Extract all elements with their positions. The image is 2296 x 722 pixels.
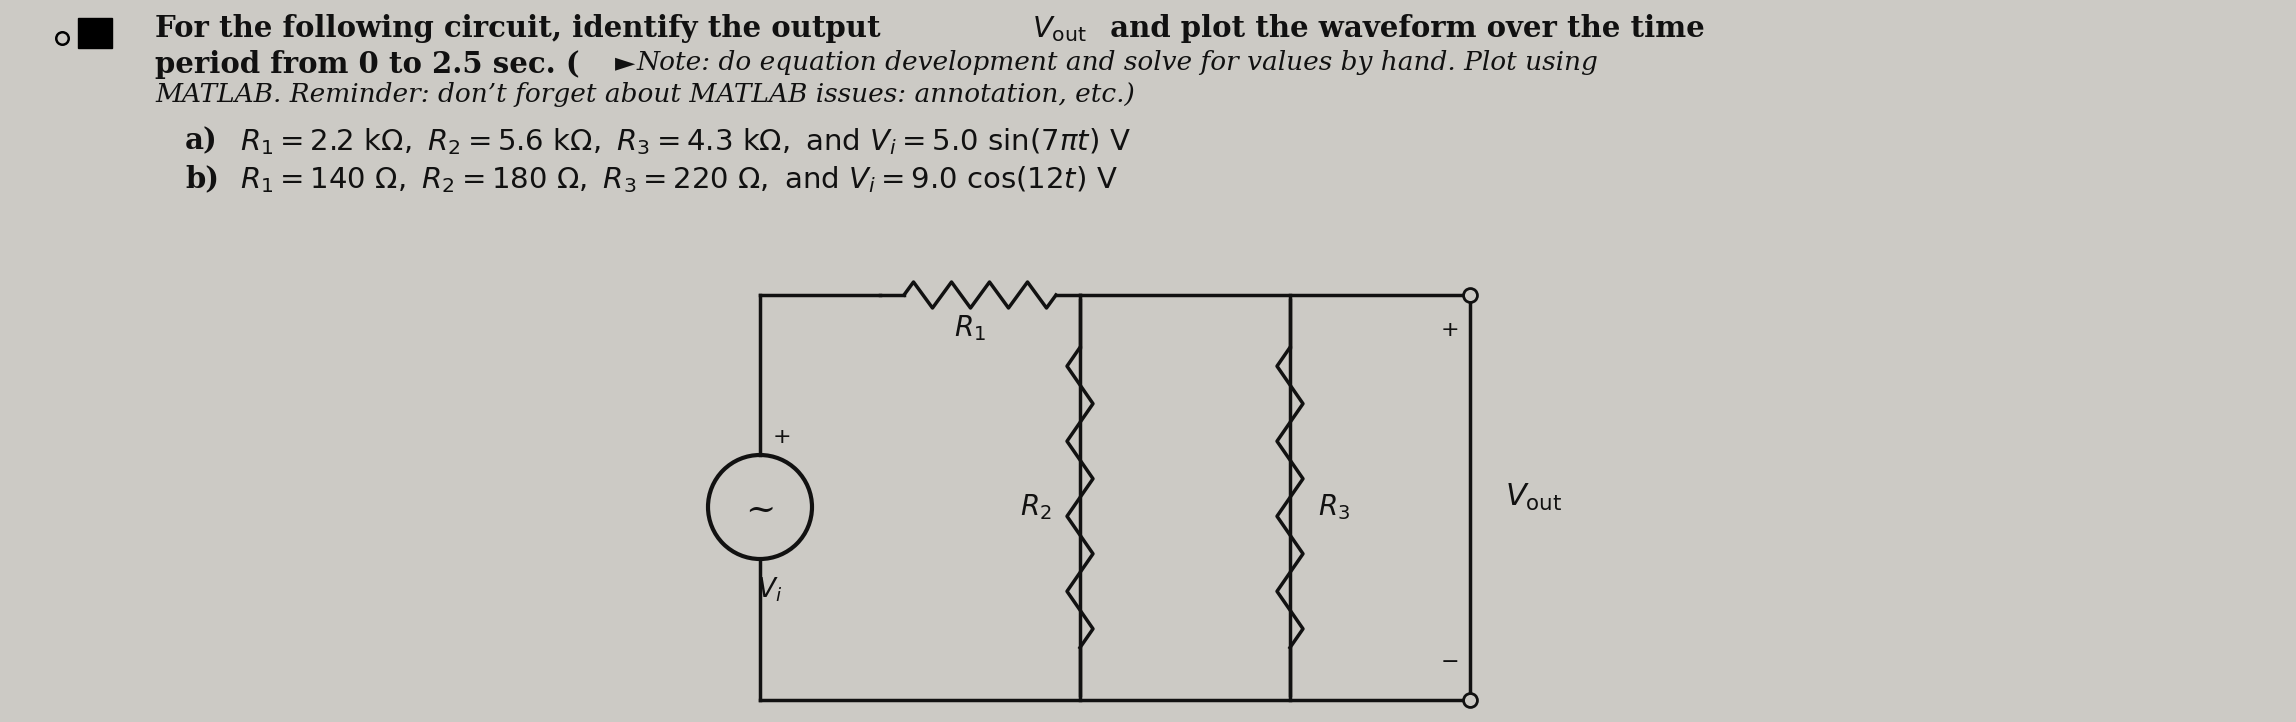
Text: Note: do equation development and solve for values by hand. Plot using: Note: do equation development and solve … (636, 50, 1598, 75)
Text: b): b) (186, 164, 218, 193)
Text: ►: ► (615, 50, 636, 76)
Text: $V_{\mathrm{out}}$: $V_{\mathrm{out}}$ (1504, 482, 1561, 513)
Text: $R_1 = 140\ \Omega,\ R_2 = 180\ \Omega,\ R_3 = 220\ \Omega,\ \mathrm{and}\ V_i =: $R_1 = 140\ \Omega,\ R_2 = 180\ \Omega,\… (241, 164, 1118, 195)
Text: +: + (774, 427, 792, 447)
Text: $V_{\mathrm{out}}$: $V_{\mathrm{out}}$ (1031, 14, 1086, 44)
Text: $R_1$: $R_1$ (955, 313, 985, 343)
Text: +: + (1440, 320, 1460, 340)
Text: period from 0 to 2.5 sec. (: period from 0 to 2.5 sec. ( (156, 50, 579, 79)
Text: MATLAB. Reminder: don’t forget about MATLAB issues: annotation, etc.): MATLAB. Reminder: don’t forget about MAT… (156, 82, 1134, 107)
Text: a): a) (186, 126, 218, 155)
Text: $R_2$: $R_2$ (1019, 492, 1052, 523)
Text: and plot the waveform over the time: and plot the waveform over the time (1100, 14, 1704, 43)
Text: ~: ~ (744, 493, 776, 527)
Text: −: − (1440, 652, 1460, 672)
Text: For the following circuit, identify the output: For the following circuit, identify the … (156, 14, 891, 43)
Text: $R_3$: $R_3$ (1318, 492, 1350, 523)
FancyBboxPatch shape (78, 18, 113, 48)
Text: $R_1 = 2.2\ \mathrm{k\Omega},\ R_2 = 5.6\ \mathrm{k\Omega},\ R_3 = 4.3\ \mathrm{: $R_1 = 2.2\ \mathrm{k\Omega},\ R_2 = 5.6… (241, 126, 1130, 157)
Text: $V_i$: $V_i$ (758, 575, 783, 604)
